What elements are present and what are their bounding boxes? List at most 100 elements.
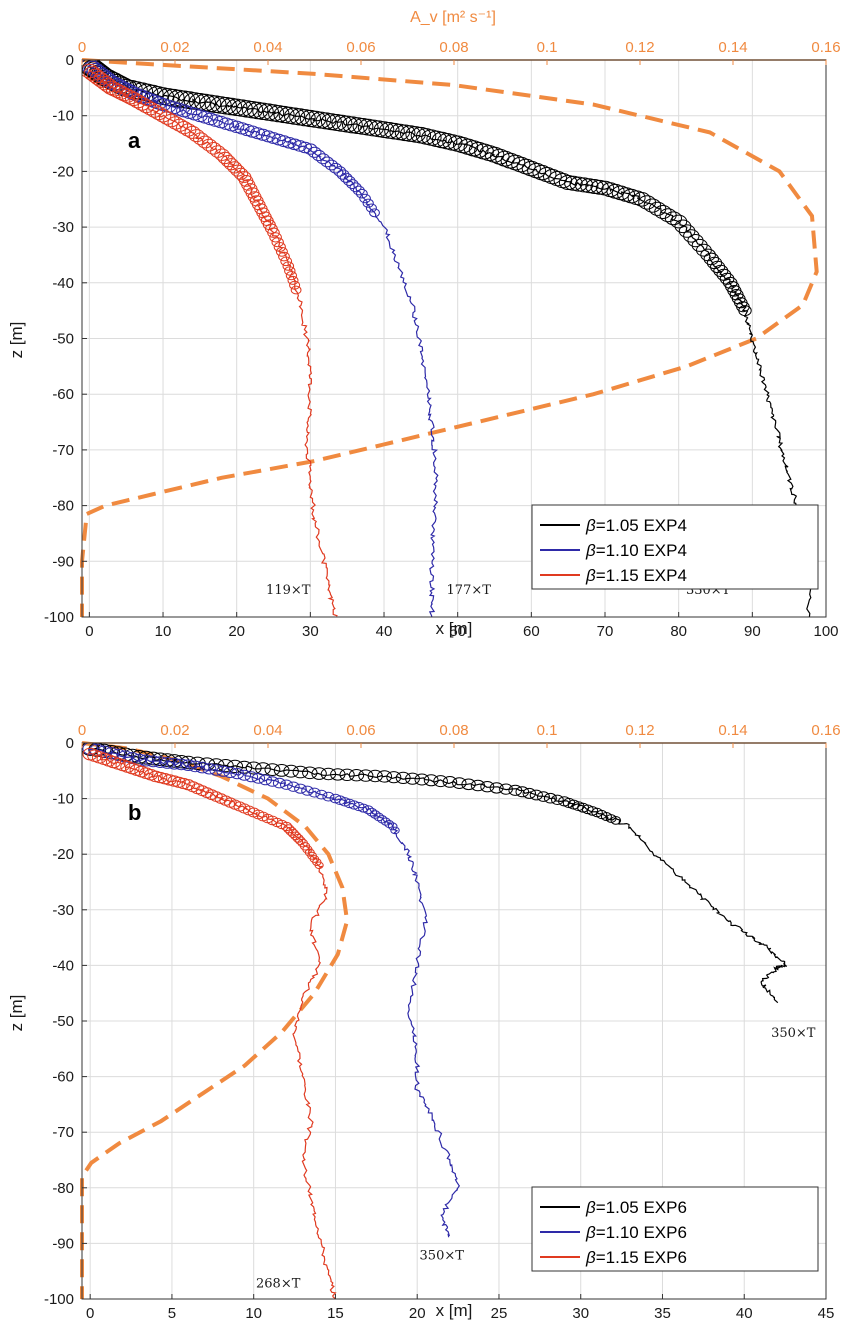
orbit-loop <box>273 764 290 777</box>
top-tick-label: 0.16 <box>811 39 840 56</box>
orbit-loop <box>511 156 531 173</box>
orbit-loop <box>174 758 189 771</box>
legend-beta-symbol: β <box>585 516 596 535</box>
orbit-loop <box>470 779 485 792</box>
orbit-loop <box>414 773 430 786</box>
orbit-loop <box>349 182 362 193</box>
orbit-loop <box>124 752 140 765</box>
y-axis-label: z [m] <box>7 995 26 1032</box>
orbit-loop <box>154 108 172 123</box>
orbit-loop <box>505 154 526 171</box>
legend-series-name: =1.05 EXP4 <box>596 516 687 535</box>
legend-label: β=1.15 EXP4 <box>585 566 687 585</box>
y-tick-label: -40 <box>52 957 74 974</box>
orbit-loop <box>245 761 262 775</box>
panel-letter: b <box>128 800 141 825</box>
y-axis-label: z [m] <box>7 322 26 359</box>
orbit-loop <box>543 169 562 185</box>
orbit-loop <box>516 158 536 175</box>
x-tick-label: 90 <box>744 623 761 640</box>
y-tick-label: -90 <box>52 1235 74 1252</box>
orbit-loop <box>214 148 230 161</box>
top-tick-label: 0.04 <box>253 39 282 56</box>
series-line-2 <box>89 753 337 1299</box>
x-tick-label: 40 <box>736 1305 753 1322</box>
orbit-loop <box>176 121 193 135</box>
orbit-loop <box>289 280 301 290</box>
orbit-loop <box>564 175 583 191</box>
orbit-loop <box>89 71 108 86</box>
y-tick-label: -50 <box>52 331 74 348</box>
orbit-loop <box>356 188 368 199</box>
orbit-loop <box>405 772 420 785</box>
orbit-loop <box>499 783 513 795</box>
orbit-loop <box>137 99 155 114</box>
orbit-loop <box>220 155 236 168</box>
orbit-loop <box>129 94 147 109</box>
orbit-loop <box>648 201 667 216</box>
run-length-annotation: 350×T <box>771 1026 816 1041</box>
orbit-loop <box>233 167 249 180</box>
top-tick-label: 0 <box>78 722 86 739</box>
orbit-loop <box>367 769 383 783</box>
orbit-loop <box>105 82 124 97</box>
orbit-loop <box>537 167 557 183</box>
y-tick-label: -100 <box>44 609 74 626</box>
annotations: 350×T 268×T 350×T <box>256 1026 816 1291</box>
orbit-loop <box>377 815 388 824</box>
orbit-loop <box>230 768 245 780</box>
orbit-loop <box>171 118 189 132</box>
top-tick-label: 0.02 <box>160 39 189 56</box>
orbit-loop <box>153 756 168 768</box>
orbit-loop <box>115 87 133 102</box>
top-axis-label: A_v [m² s⁻¹] <box>410 9 496 26</box>
orbit-loop <box>664 211 683 226</box>
orbit-loop <box>294 783 307 794</box>
orbit-loop <box>146 104 164 118</box>
run-length-annotation: 350×T <box>420 1249 465 1264</box>
orbit-loop <box>133 96 151 111</box>
orbit-loop <box>569 176 588 192</box>
orbit-loop <box>353 801 365 812</box>
orbit-loop <box>167 116 184 130</box>
series-line-0 <box>87 63 814 617</box>
panel-letter: a <box>128 128 141 153</box>
x-axis-label: x [m] <box>436 619 473 638</box>
x-tick-label: 100 <box>813 623 838 640</box>
x-tick-label: 60 <box>523 623 540 640</box>
orbit-loop <box>109 83 127 99</box>
legend-series-name: =1.05 EXP6 <box>596 1198 687 1217</box>
x-tick-label: 10 <box>245 1305 262 1322</box>
orbit-loop <box>210 145 226 158</box>
y-tick-label: -20 <box>52 163 74 180</box>
orbit-loop <box>362 198 374 208</box>
orbit-loop <box>322 791 335 802</box>
orbit-loop <box>244 771 259 783</box>
x-tick-labels: 0 10 20 30 40 50 60 70 80 90 100 <box>85 612 839 640</box>
orbit-loop <box>674 219 692 234</box>
x-tick-label: 30 <box>572 1305 589 1322</box>
orbit-loop <box>226 759 244 774</box>
orbit-loop <box>521 160 541 177</box>
orbit-loop <box>654 205 672 219</box>
orbit-loop <box>137 750 155 765</box>
orbit-loop <box>329 162 343 174</box>
orbit-loop <box>320 156 334 168</box>
orbit-loop <box>280 256 293 267</box>
top-tick-label: 0 <box>78 39 86 56</box>
y-tick-label: -20 <box>52 846 74 863</box>
orbit-loop <box>586 806 599 816</box>
orbit-loop <box>188 760 203 773</box>
orbit-loop <box>387 822 398 831</box>
orbit-loop <box>283 764 299 778</box>
orbit-loop <box>311 767 327 780</box>
orbit-loop <box>490 148 510 165</box>
legend-series-name: =1.10 EXP6 <box>596 1223 687 1242</box>
orbit-loop <box>433 775 448 788</box>
orbit-loop <box>320 767 337 781</box>
orbit-loop <box>315 789 328 800</box>
top-tick-label: 0.14 <box>718 722 747 739</box>
y-tick-labels: 0 -10 -20 -30 -40 -50 -60 -70 -80 -90 -100 <box>44 735 87 1308</box>
orbit-loop <box>643 198 662 213</box>
